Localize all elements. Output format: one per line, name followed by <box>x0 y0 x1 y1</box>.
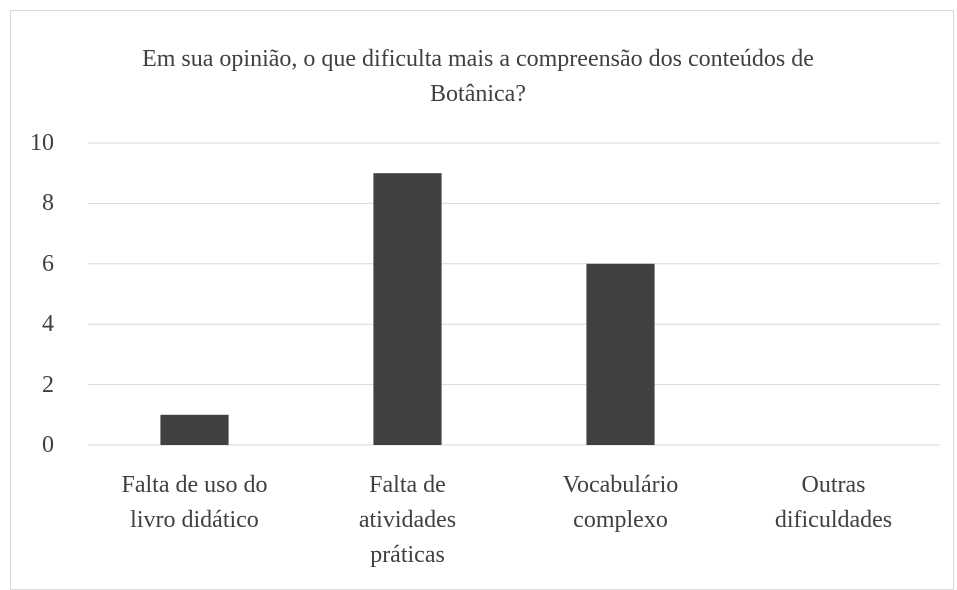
x-tick-label: Falta de uso do livro didático <box>121 472 268 533</box>
bar <box>586 263 655 445</box>
bar <box>160 414 229 445</box>
x-tick-label: Outras dificuldades <box>774 472 893 533</box>
y-tick-label: 6 <box>42 250 54 277</box>
chart-title: Em sua opinião, o que dificulta mais a c… <box>142 46 814 107</box>
bar <box>373 173 442 445</box>
y-tick-label: 8 <box>42 190 54 217</box>
y-tick-label: 10 <box>30 130 54 156</box>
x-tick-label: Falta de atividades práticas <box>358 472 457 568</box>
y-tick-label: 2 <box>42 371 54 398</box>
y-tick-label: 4 <box>42 311 54 338</box>
x-tick-label: Vocabulário complexo <box>562 472 679 533</box>
y-tick-label: 0 <box>42 432 54 458</box>
